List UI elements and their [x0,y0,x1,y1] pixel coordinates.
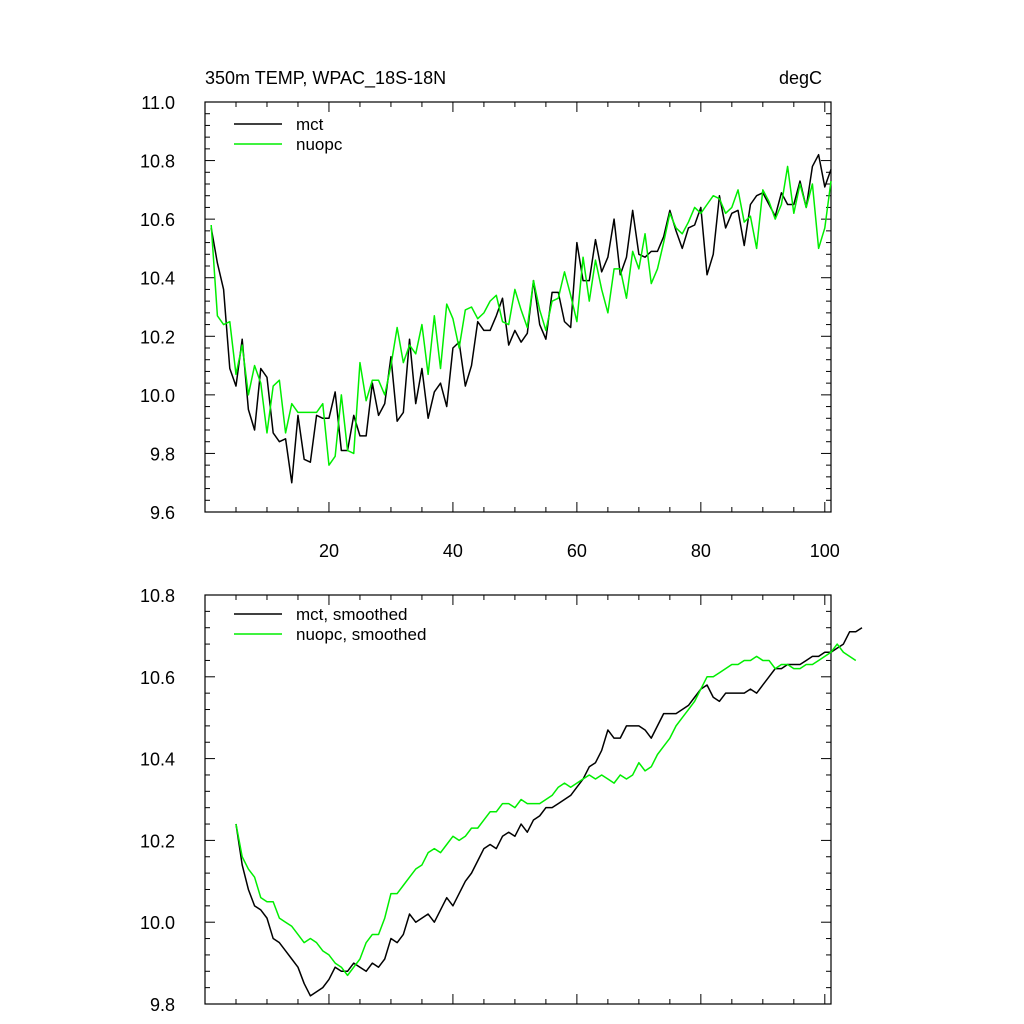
legend-label-mct: mct [296,115,324,134]
top-legend: mct nuopc [234,115,343,154]
series-line-mct [210,153,832,484]
top-series-lines [210,153,832,484]
top-x-axis-labels: 20 40 60 80 100 [319,541,840,561]
bottom-axis-ticks [205,594,831,1005]
y-tick-label: 10.0 [140,913,175,933]
bottom-plot-frame [204,594,832,1005]
series-line-nuopc [210,165,832,466]
bottom-series-lines [235,627,863,997]
y-tick-label: 10.6 [140,210,175,230]
x-tick-label: 100 [810,541,840,561]
top-y-axis-labels: 9.6 9.8 10.0 10.2 10.4 10.6 10.8 11.0 [140,93,175,523]
bottom-y-axis-labels: 9.8 10.0 10.2 10.4 10.6 10.8 [140,586,175,1015]
y-tick-label: 9.8 [150,995,175,1015]
series-line-mct-smoothed [235,627,863,997]
y-tick-label: 10.0 [140,386,175,406]
bottom-panel: 9.8 10.0 10.2 10.4 10.6 10.8 mct, smoothed nu… [140,586,863,1015]
series-line-nuopc-smoothed [235,643,857,977]
y-tick-label: 10.8 [140,586,175,606]
y-tick-label: 10.2 [140,327,175,347]
top-panel: 350m TEMP, WPAC_18S-18N degC 9.6 9.8 10.0 1… [140,68,840,561]
y-tick-label: 10.2 [140,831,175,851]
y-tick-label: 10.4 [140,750,175,770]
top-plot-frame [204,101,832,513]
legend-label-nuopc-smoothed: nuopc, smoothed [296,625,426,644]
top-chart-title: 350m TEMP, WPAC_18S-18N [205,68,446,89]
y-tick-label: 9.6 [150,503,175,523]
x-tick-label: 80 [691,541,711,561]
x-tick-label: 20 [319,541,339,561]
y-tick-label: 10.8 [140,152,175,172]
top-chart-units: degC [779,68,822,88]
x-tick-label: 40 [443,541,463,561]
top-axis-ticks [205,101,831,513]
bottom-legend: mct, smoothed nuopc, smoothed [234,605,426,644]
legend-label-mct-smoothed: mct, smoothed [296,605,408,624]
y-tick-label: 10.4 [140,269,175,289]
x-tick-label: 60 [567,541,587,561]
y-tick-label: 10.6 [140,668,175,688]
y-tick-label: 11.0 [141,93,175,113]
legend-label-nuopc: nuopc [296,135,343,154]
y-tick-label: 9.8 [150,444,175,464]
